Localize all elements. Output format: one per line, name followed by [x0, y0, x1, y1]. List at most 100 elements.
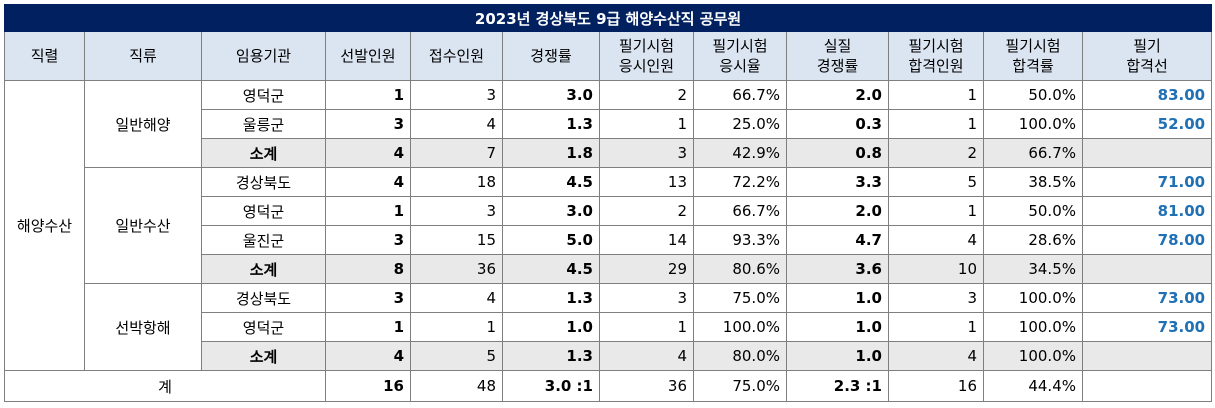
- applicants-cell: 4: [410, 283, 503, 313]
- takers-cell: 13: [599, 167, 694, 197]
- column-header-line: 필기시험: [1005, 37, 1061, 55]
- agency-cell: 소계: [201, 138, 326, 168]
- table-row: 선박항해 경상북도 3 4 1.3 3 75.0% 1.0 3 100.0% 73.00: [5, 283, 1213, 371]
- passers-cell: 1: [888, 80, 984, 110]
- column-header-line: 합격률: [1012, 57, 1054, 75]
- column-header-line: 실질: [823, 37, 852, 55]
- ratio-cell: 3.0: [502, 196, 600, 226]
- take-rate-cell: 66.7%: [693, 196, 787, 226]
- real-ratio-cell: 0.3: [786, 109, 889, 139]
- pass-rate-cell: 50.0%: [983, 196, 1083, 226]
- subtotal-row: 소계 8 36 4.5 29 80.6% 3.6 10 34.5%: [5, 254, 1213, 284]
- column-header: 실질 경쟁률: [786, 31, 889, 81]
- real-ratio-cell: 1.0: [786, 341, 889, 371]
- column-header: 필기시험 응시인원: [599, 31, 694, 81]
- pass-rate-cell: 100.0%: [983, 341, 1083, 371]
- take-rate-cell: 25.0%: [693, 109, 787, 139]
- pass-rate-cell: 66.7%: [983, 138, 1083, 168]
- take-rate-cell: 100.0%: [693, 312, 787, 342]
- applicants-cell: 18: [410, 167, 503, 197]
- real-ratio-cell: 3.3: [786, 167, 889, 197]
- total-applicants-cell: 48: [410, 370, 503, 402]
- real-ratio-cell: 3.6: [786, 254, 889, 284]
- column-header-line: 응시율: [719, 57, 761, 75]
- agency-cell: 경상북도: [201, 283, 326, 313]
- pass-rate-cell: 100.0%: [983, 312, 1083, 342]
- column-header-line: 필기: [1133, 37, 1161, 55]
- total-ratio-cell: 3.0 :1: [502, 370, 600, 402]
- ratio-cell: 1.0: [502, 312, 600, 342]
- takers-cell: 14: [599, 225, 694, 255]
- total-takers-cell: 36: [599, 370, 694, 402]
- category-cell: 일반해양: [84, 80, 202, 168]
- subtotal-row: 소계 4 5 1.3 4 80.0% 1.0 4 100.0%: [5, 341, 1213, 371]
- quota-cell: 3: [325, 225, 411, 255]
- column-header: 직류: [84, 31, 202, 81]
- cutoff-cell: 83.00: [1081, 80, 1213, 110]
- pass-rate-cell: 34.5%: [983, 254, 1083, 284]
- table-header: 2023년 경상북도 9급 해양수산직 공무원 직렬 직류 임용기관 선발인원 접수인원…: [3, 4, 1213, 81]
- agency-cell: 울진군: [201, 225, 326, 255]
- takers-cell: 1: [599, 109, 694, 139]
- cutoff-cell: 52.00: [1081, 109, 1213, 139]
- takers-cell: 1: [599, 312, 694, 342]
- table-row: 해양수산 일반해양 영덕군 1 3 3.0 2 66.7% 2.0 1 50.0% 83.00: [4, 80, 1213, 371]
- column-header: 직렬: [4, 31, 85, 81]
- cutoff-cell: 73.00: [1081, 312, 1213, 342]
- column-header-line: 직렬: [30, 47, 59, 65]
- ratio-cell: 4.5: [502, 167, 600, 197]
- agency-cell: 소계: [201, 254, 326, 284]
- subtotal-row: 소계 4 7 1.8 3 42.9% 0.8 2 66.7%: [5, 138, 1213, 168]
- takers-cell: 2: [599, 196, 694, 226]
- agency-cell: 경상북도: [201, 167, 326, 197]
- quota-cell: 1: [325, 80, 411, 110]
- real-ratio-cell: 4.7: [786, 225, 889, 255]
- quota-cell: 4: [325, 167, 411, 197]
- total-take-rate-cell: 75.0%: [693, 370, 787, 402]
- passers-cell: 2: [888, 138, 984, 168]
- real-ratio-cell: 1.0: [786, 312, 889, 342]
- quota-cell: 1: [325, 196, 411, 226]
- column-header: 임용기관: [201, 31, 326, 81]
- take-rate-cell: 75.0%: [693, 283, 787, 313]
- applicants-cell: 3: [410, 80, 503, 110]
- cutoff-cell: [1081, 341, 1213, 371]
- category-cell: 선박항해: [84, 283, 202, 371]
- take-rate-cell: 42.9%: [693, 138, 787, 168]
- total-pass-rate-cell: 44.4%: [983, 370, 1083, 402]
- applicants-cell: 5: [410, 341, 503, 371]
- agency-cell: 영덕군: [201, 80, 326, 110]
- applicants-cell: 1: [410, 312, 503, 342]
- take-rate-cell: 72.2%: [693, 167, 787, 197]
- total-label-cell: 계: [4, 370, 326, 402]
- cutoff-cell: 81.00: [1081, 196, 1213, 226]
- column-header-line: 합격인원: [908, 57, 964, 75]
- cutoff-cell: 71.00: [1081, 167, 1213, 197]
- ratio-cell: 1.8: [502, 138, 600, 168]
- table-row: 영덕군 1 3 3.0 2 66.7% 2.0 1 50.0% 81.00: [5, 196, 1213, 226]
- quota-cell: 4: [325, 138, 411, 168]
- total-cutoff-cell: [1081, 370, 1213, 402]
- column-header-line: 합격선: [1126, 57, 1168, 75]
- column-header: 접수인원: [410, 31, 503, 81]
- ratio-cell: 5.0: [502, 225, 600, 255]
- real-ratio-cell: 2.0: [786, 196, 889, 226]
- take-rate-cell: 80.0%: [693, 341, 787, 371]
- column-header-line: 응시인원: [618, 57, 675, 75]
- applicants-cell: 15: [410, 225, 503, 255]
- passers-cell: 4: [888, 341, 984, 371]
- agency-cell: 영덕군: [201, 312, 326, 342]
- total-quota-cell: 16: [325, 370, 411, 402]
- take-rate-cell: 80.6%: [693, 254, 787, 284]
- ratio-cell: 1.3: [502, 109, 600, 139]
- total-real-ratio-cell: 2.3 :1: [786, 370, 889, 402]
- results-table: 2023년 경상북도 9급 해양수산직 공무원 직렬 직류 임용기관 선발인원 접수인원…: [3, 4, 1213, 402]
- table-row: 울진군 3 15 5.0 14 93.3% 4.7 4 28.6% 78.00: [5, 225, 1213, 255]
- column-header: 선발인원: [325, 31, 411, 81]
- quota-cell: 4: [325, 341, 411, 371]
- column-header: 필기시험 합격인원: [888, 31, 984, 81]
- quota-cell: 3: [325, 283, 411, 313]
- column-header-line: 접수인원: [428, 47, 485, 65]
- cutoff-cell: 78.00: [1081, 225, 1213, 255]
